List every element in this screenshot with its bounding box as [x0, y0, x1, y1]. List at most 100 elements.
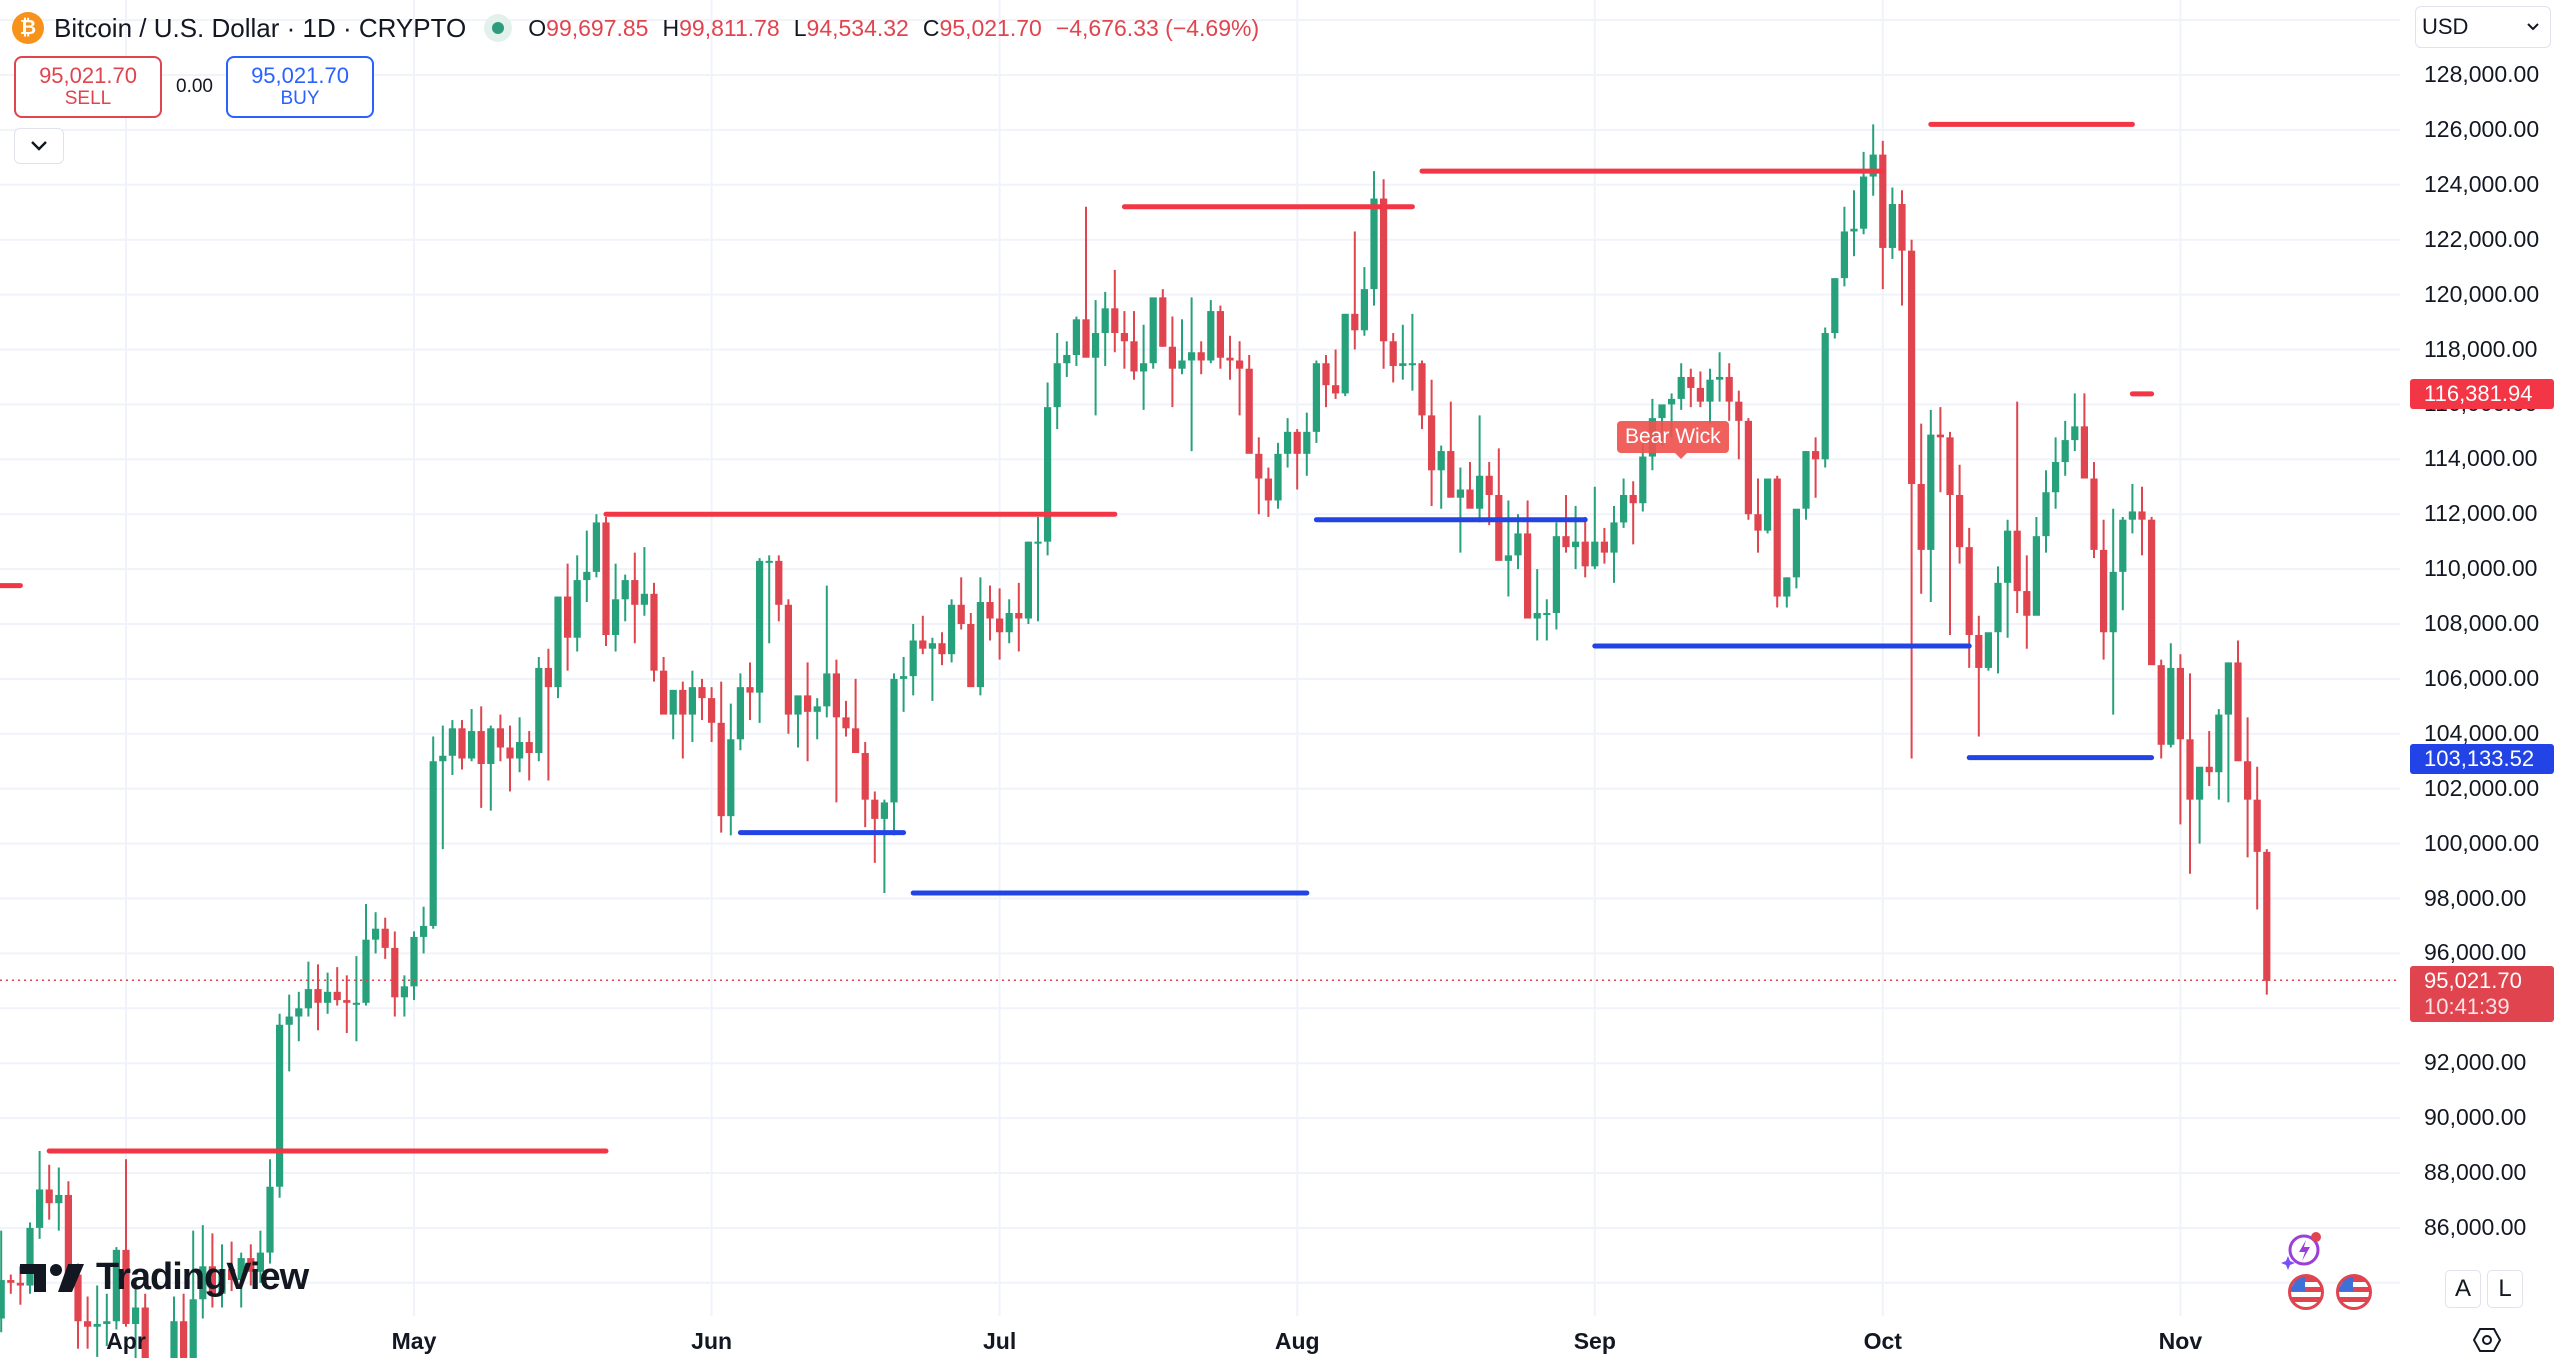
- price-tick-label: 114,000.00: [2424, 445, 2538, 472]
- candle: [1111, 269, 1119, 353]
- us-flag-event-icon[interactable]: [2288, 1274, 2324, 1310]
- bar-countdown: 10:41:39: [2424, 994, 2510, 1019]
- us-flag-event-icon[interactable]: [2336, 1274, 2372, 1310]
- candle: [1792, 508, 1800, 589]
- candle: [976, 577, 984, 696]
- symbol-title[interactable]: Bitcoin / U.S. Dollar · 1D · CRYPTO: [54, 12, 467, 43]
- candle: [247, 1244, 255, 1286]
- candle: [1581, 516, 1589, 578]
- candle: [986, 585, 994, 641]
- candle: [871, 791, 879, 863]
- candle: [2100, 519, 2108, 660]
- settings-icon[interactable]: [2472, 1326, 2502, 1354]
- candle: [1716, 352, 1724, 402]
- candle: [2004, 519, 2012, 638]
- price-tick-label: 90,000.00: [2424, 1104, 2527, 1131]
- tradingview-logo[interactable]: TradingView: [20, 1256, 309, 1299]
- candle: [477, 706, 485, 808]
- candle: [2263, 849, 2271, 995]
- support-price-tag: 103,133.52: [2410, 744, 2554, 774]
- currency-select[interactable]: USD: [2415, 6, 2551, 48]
- auto-scale-button[interactable]: A: [2445, 1270, 2481, 1308]
- candle: [285, 994, 293, 1072]
- candle: [1082, 206, 1090, 358]
- candle: [554, 596, 562, 699]
- low-label: L: [793, 14, 807, 41]
- price-tick-label: 124,000.00: [2424, 170, 2540, 197]
- candle: [592, 514, 600, 578]
- candle: [2224, 662, 2232, 803]
- sell-button[interactable]: 95,021.70 SELL: [14, 56, 162, 118]
- candle: [612, 563, 620, 652]
- candle: [2128, 484, 2136, 534]
- candle: [141, 1293, 149, 1358]
- candle: [621, 574, 629, 622]
- candle: [0, 1230, 5, 1333]
- candle: [1428, 379, 1436, 506]
- candle: [1120, 311, 1128, 369]
- candle: [1764, 478, 1772, 534]
- candle: [103, 1293, 111, 1346]
- candle: [2042, 470, 2050, 553]
- log-scale-button[interactable]: L: [2487, 1270, 2523, 1308]
- candle: [74, 1263, 82, 1349]
- candle: [1591, 486, 1599, 570]
- market-open-status-icon[interactable]: [484, 14, 513, 42]
- candle: [736, 673, 744, 751]
- price-tick-label: 86,000.00: [2424, 1213, 2527, 1240]
- candle: [2109, 508, 2117, 715]
- ai-assistant-icon[interactable]: [2280, 1228, 2324, 1272]
- time-tick-label: Jul: [982, 1328, 1017, 1354]
- close-value: 95,021.70: [939, 14, 1042, 41]
- candle: [784, 599, 792, 734]
- candle: [1600, 527, 1608, 564]
- candle: [1552, 522, 1560, 630]
- candle: [1274, 442, 1282, 509]
- price-tick-label: 102,000.00: [2424, 774, 2540, 801]
- change-value: −4,676.33 (−4.69%): [1055, 14, 1260, 41]
- bear-wick-annotation[interactable]: Bear Wick: [1617, 421, 1729, 459]
- candle: [2080, 393, 2088, 479]
- candle: [458, 720, 466, 770]
- candle: [1888, 187, 1896, 259]
- candle: [1389, 333, 1397, 383]
- symbol-header: ₿ Bitcoin / U.S. Dollar · 1D · CRYPTO O9…: [12, 8, 1259, 48]
- ohlc-values: O99,697.85 H99,811.78 L94,534.32 C95,021…: [528, 15, 1259, 42]
- candle: [1360, 267, 1368, 336]
- candle: [2052, 437, 2060, 509]
- candle: [429, 736, 437, 929]
- candle: [1034, 516, 1042, 622]
- candle: [880, 799, 888, 894]
- candle: [295, 991, 303, 1042]
- buy-button[interactable]: 95,021.70 BUY: [226, 56, 374, 118]
- candle: [1092, 300, 1100, 416]
- candle: [823, 585, 831, 718]
- low-value: 94,534.32: [806, 14, 909, 41]
- price-tick-label: 126,000.00: [2424, 115, 2540, 142]
- candle: [1917, 423, 1925, 594]
- candle: [2196, 766, 2204, 844]
- candle: [314, 964, 322, 1031]
- candle: [1140, 324, 1148, 410]
- candle: [170, 1296, 178, 1358]
- candle: [1005, 599, 1013, 644]
- candle: [640, 547, 648, 616]
- candle: [487, 725, 495, 811]
- candle: [237, 1252, 245, 1308]
- candle: [2186, 673, 2194, 874]
- candle: [1303, 412, 1311, 476]
- candle: [1831, 278, 1839, 339]
- candle: [1168, 316, 1176, 408]
- tradingview-logo-text: TradingView: [96, 1256, 309, 1298]
- candle: [1188, 297, 1196, 452]
- open-value: 99,697.85: [546, 14, 649, 41]
- collapse-legend-button[interactable]: [14, 128, 64, 164]
- candle: [535, 656, 543, 762]
- candle: [890, 673, 898, 836]
- candle: [208, 1233, 216, 1308]
- candle: [1514, 514, 1522, 570]
- candle: [756, 558, 764, 723]
- candle: [2205, 731, 2213, 786]
- candle: [842, 700, 850, 737]
